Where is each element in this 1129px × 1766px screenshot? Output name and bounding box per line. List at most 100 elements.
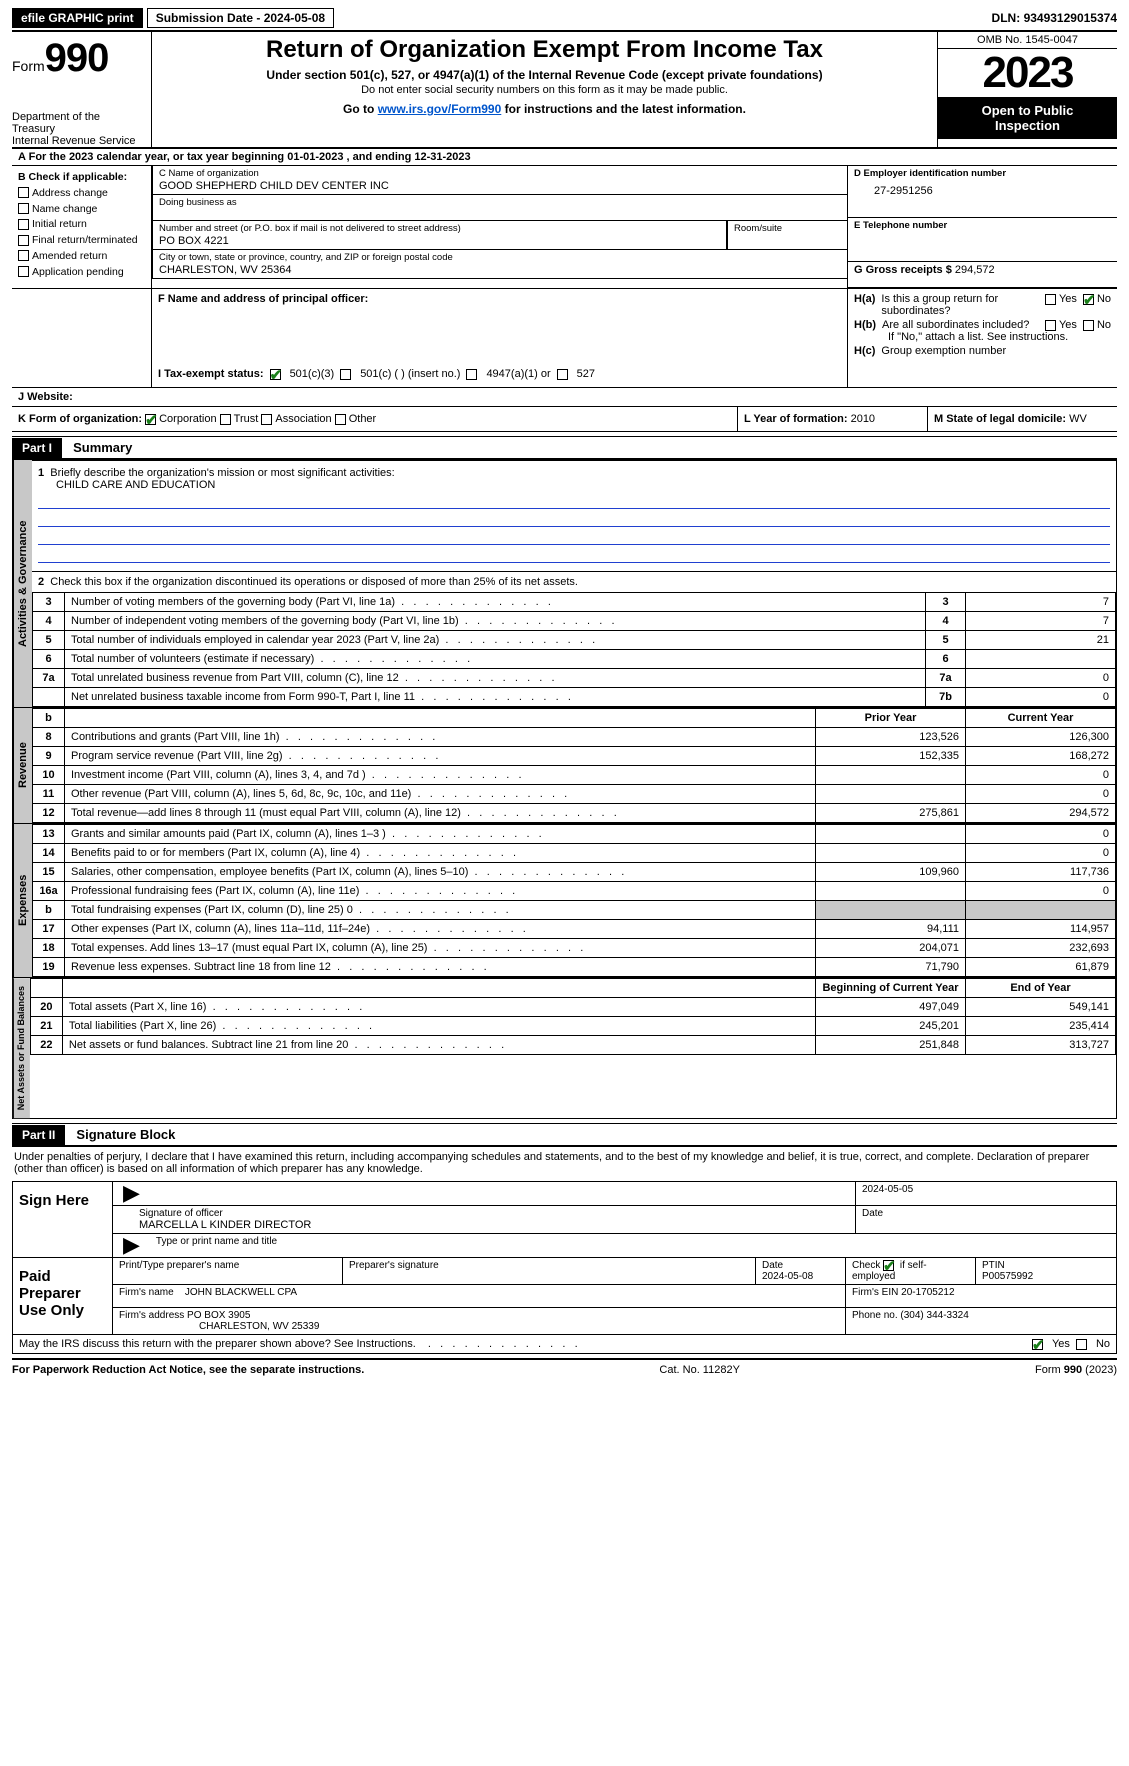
chk-initial-return[interactable] xyxy=(18,219,29,230)
chk-501c[interactable] xyxy=(340,369,351,380)
firm-ein-cell: Firm's EIN 20-1705212 xyxy=(846,1285,1116,1307)
tax-year: 2023 xyxy=(938,49,1117,97)
form-number: 990 xyxy=(45,36,109,80)
table-row: 19Revenue less expenses. Subtract line 1… xyxy=(33,958,1116,977)
line-i-label: I Tax-exempt status: xyxy=(158,368,264,380)
dept-treasury: Department of the Treasury xyxy=(12,111,145,135)
table-row: 6Total number of volunteers (estimate if… xyxy=(33,650,1116,669)
chk-address-change[interactable] xyxy=(18,187,29,198)
table-row: 12Total revenue—add lines 8 through 11 (… xyxy=(33,804,1116,823)
table-row: 16aProfessional fundraising fees (Part I… xyxy=(33,882,1116,901)
part-1-header: Part I Summary xyxy=(12,436,1117,460)
box-c-org-name: C Name of organization GOOD SHEPHERD CHI… xyxy=(152,166,847,195)
chk-final-return[interactable] xyxy=(18,235,29,246)
type-name-arrow-icon: ▶ xyxy=(119,1232,144,1257)
form-label: Form xyxy=(12,58,45,74)
form-subtitle-2: Do not enter social security numbers on … xyxy=(160,84,929,96)
page-footer: For Paperwork Reduction Act Notice, see … xyxy=(12,1358,1117,1376)
section-governance: Activities & Governance 1 Briefly descri… xyxy=(12,460,1117,708)
sign-here-martin: Sign Here xyxy=(13,1182,113,1257)
box-h-group: H(a) Is this a group return forsubordina… xyxy=(847,289,1117,387)
firm-name-cell: Firm's name JOHN BLACKWELL CPA xyxy=(113,1285,846,1307)
net-assets-table: Beginning of Current YearEnd of Year20To… xyxy=(30,978,1116,1055)
chk-501c3[interactable] xyxy=(270,369,281,380)
dln: DLN: 93493129015374 xyxy=(992,11,1117,25)
firm-address-cell: Firm's address PO BOX 3905 CHARLESTON, W… xyxy=(113,1308,846,1334)
form-title: Return of Organization Exempt From Incom… xyxy=(160,36,929,64)
entity-info-block: B Check if applicable: Address change Na… xyxy=(12,166,1117,289)
preparer-date-cell: Date2024-05-08 xyxy=(756,1258,846,1284)
table-row: bTotal fundraising expenses (Part IX, co… xyxy=(33,901,1116,920)
chk-ha-yes[interactable] xyxy=(1045,294,1056,305)
expenses-table: 13Grants and similar amounts paid (Part … xyxy=(32,824,1116,977)
irs-link[interactable]: www.irs.gov/Form990 xyxy=(378,102,502,116)
ptin-cell: PTINP00575992 xyxy=(976,1258,1116,1284)
line-a-tax-year: A For the 2023 calendar year, or tax yea… xyxy=(12,149,1117,166)
table-row: 8Contributions and grants (Part VIII, li… xyxy=(33,728,1116,747)
preparer-signature-label: Preparer's signature xyxy=(343,1258,756,1284)
officer-signature-cell xyxy=(150,1182,856,1205)
table-row: 22Net assets or fund balances. Subtract … xyxy=(30,1036,1115,1055)
chk-other[interactable] xyxy=(335,414,346,425)
form-subtitle-1: Under section 501(c), 527, or 4947(a)(1)… xyxy=(160,68,929,82)
submission-date-button[interactable]: Submission Date - 2024-05-08 xyxy=(147,8,334,28)
officer-date-label: Date xyxy=(856,1206,1116,1233)
tab-expenses: Expenses xyxy=(13,824,32,977)
box-f-officer: F Name and address of principal officer:… xyxy=(152,289,847,387)
paid-preparer-label: Paid Preparer Use Only xyxy=(13,1258,113,1334)
line-j-website: J Website: xyxy=(12,388,1117,407)
chk-discuss-yes[interactable] xyxy=(1032,1339,1043,1350)
chk-name-change[interactable] xyxy=(18,203,29,214)
part-2-header: Part II Signature Block xyxy=(12,1123,1117,1147)
table-row: 21Total liabilities (Part X, line 26)245… xyxy=(30,1017,1115,1036)
table-row: 20Total assets (Part X, line 16)497,0495… xyxy=(30,998,1115,1017)
table-row: 10Investment income (Part VIII, column (… xyxy=(33,766,1116,785)
line-klm: K Form of organization: Corporation Trus… xyxy=(12,407,1117,432)
efile-button[interactable]: efile GRAPHIC print xyxy=(12,8,143,28)
box-c-city: City or town, state or province, country… xyxy=(152,250,847,279)
open-to-public: Open to PublicInspection xyxy=(938,97,1117,139)
chk-527[interactable] xyxy=(557,369,568,380)
section-expenses: Expenses 13Grants and similar amounts pa… xyxy=(12,824,1117,978)
table-row: 3Number of voting members of the governi… xyxy=(33,593,1116,612)
chk-corporation[interactable] xyxy=(145,414,156,425)
section-revenue: Revenue bPrior YearCurrent Year8Contribu… xyxy=(12,708,1117,824)
chk-hb-yes[interactable] xyxy=(1045,320,1056,331)
governance-table: 3Number of voting members of the governi… xyxy=(32,592,1116,707)
omb-number: OMB No. 1545-0047 xyxy=(938,32,1117,49)
firm-phone-cell: Phone no. (304) 344-3324 xyxy=(846,1308,1116,1334)
chk-trust[interactable] xyxy=(220,414,231,425)
table-row: 11Other revenue (Part VIII, column (A), … xyxy=(33,785,1116,804)
chk-discuss-no[interactable] xyxy=(1076,1339,1087,1350)
box-c-dba: Doing business as xyxy=(152,195,847,221)
table-row: 4Number of independent voting members of… xyxy=(33,612,1116,631)
table-row: 13Grants and similar amounts paid (Part … xyxy=(33,825,1116,844)
chk-ha-no[interactable] xyxy=(1083,294,1094,305)
top-bar: efile GRAPHIC print Submission Date - 20… xyxy=(12,8,1117,28)
revenue-table: bPrior YearCurrent Year8Contributions an… xyxy=(32,708,1116,823)
box-e-phone: E Telephone number xyxy=(848,218,1117,262)
type-name-label: Type or print name and title xyxy=(150,1234,1116,1257)
chk-4947[interactable] xyxy=(466,369,477,380)
discuss-row: May the IRS discuss this return with the… xyxy=(12,1335,1117,1354)
chk-amended-return[interactable] xyxy=(18,250,29,261)
signature-block: Sign Here ▶ 2024-05-05 Signature of offi… xyxy=(12,1181,1117,1335)
table-row: 15Salaries, other compensation, employee… xyxy=(33,863,1116,882)
form-header: Form990 Department of the Treasury Inter… xyxy=(12,32,1117,149)
chk-hb-no[interactable] xyxy=(1083,320,1094,331)
tab-net-assets: Net Assets or Fund Balances xyxy=(13,978,30,1118)
line-2-discontinued: 2 Check this box if the organization dis… xyxy=(32,571,1116,592)
table-row: 5Total number of individuals employed in… xyxy=(33,631,1116,650)
table-row: 18Total expenses. Add lines 13–17 (must … xyxy=(33,939,1116,958)
right-info-col: D Employer identification number 27-2951… xyxy=(847,166,1117,288)
tab-revenue: Revenue xyxy=(13,708,32,823)
box-m-state: M State of legal domicile: WV xyxy=(927,407,1117,431)
table-row: 14Benefits paid to or for members (Part … xyxy=(33,844,1116,863)
chk-association[interactable] xyxy=(261,414,272,425)
officer-group-block: F Name and address of principal officer:… xyxy=(12,289,1117,388)
section-net-assets: Net Assets or Fund Balances Beginning of… xyxy=(12,978,1117,1119)
line-1-mission: 1 Briefly describe the organization's mi… xyxy=(32,460,1116,571)
officer-sig-label: Signature of officer MARCELLA L KINDER D… xyxy=(133,1206,856,1233)
chk-application-pending[interactable] xyxy=(18,266,29,277)
chk-self-employed[interactable] xyxy=(883,1260,894,1271)
